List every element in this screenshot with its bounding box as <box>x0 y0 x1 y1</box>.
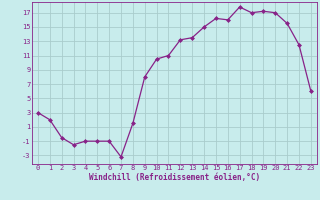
X-axis label: Windchill (Refroidissement éolien,°C): Windchill (Refroidissement éolien,°C) <box>89 173 260 182</box>
